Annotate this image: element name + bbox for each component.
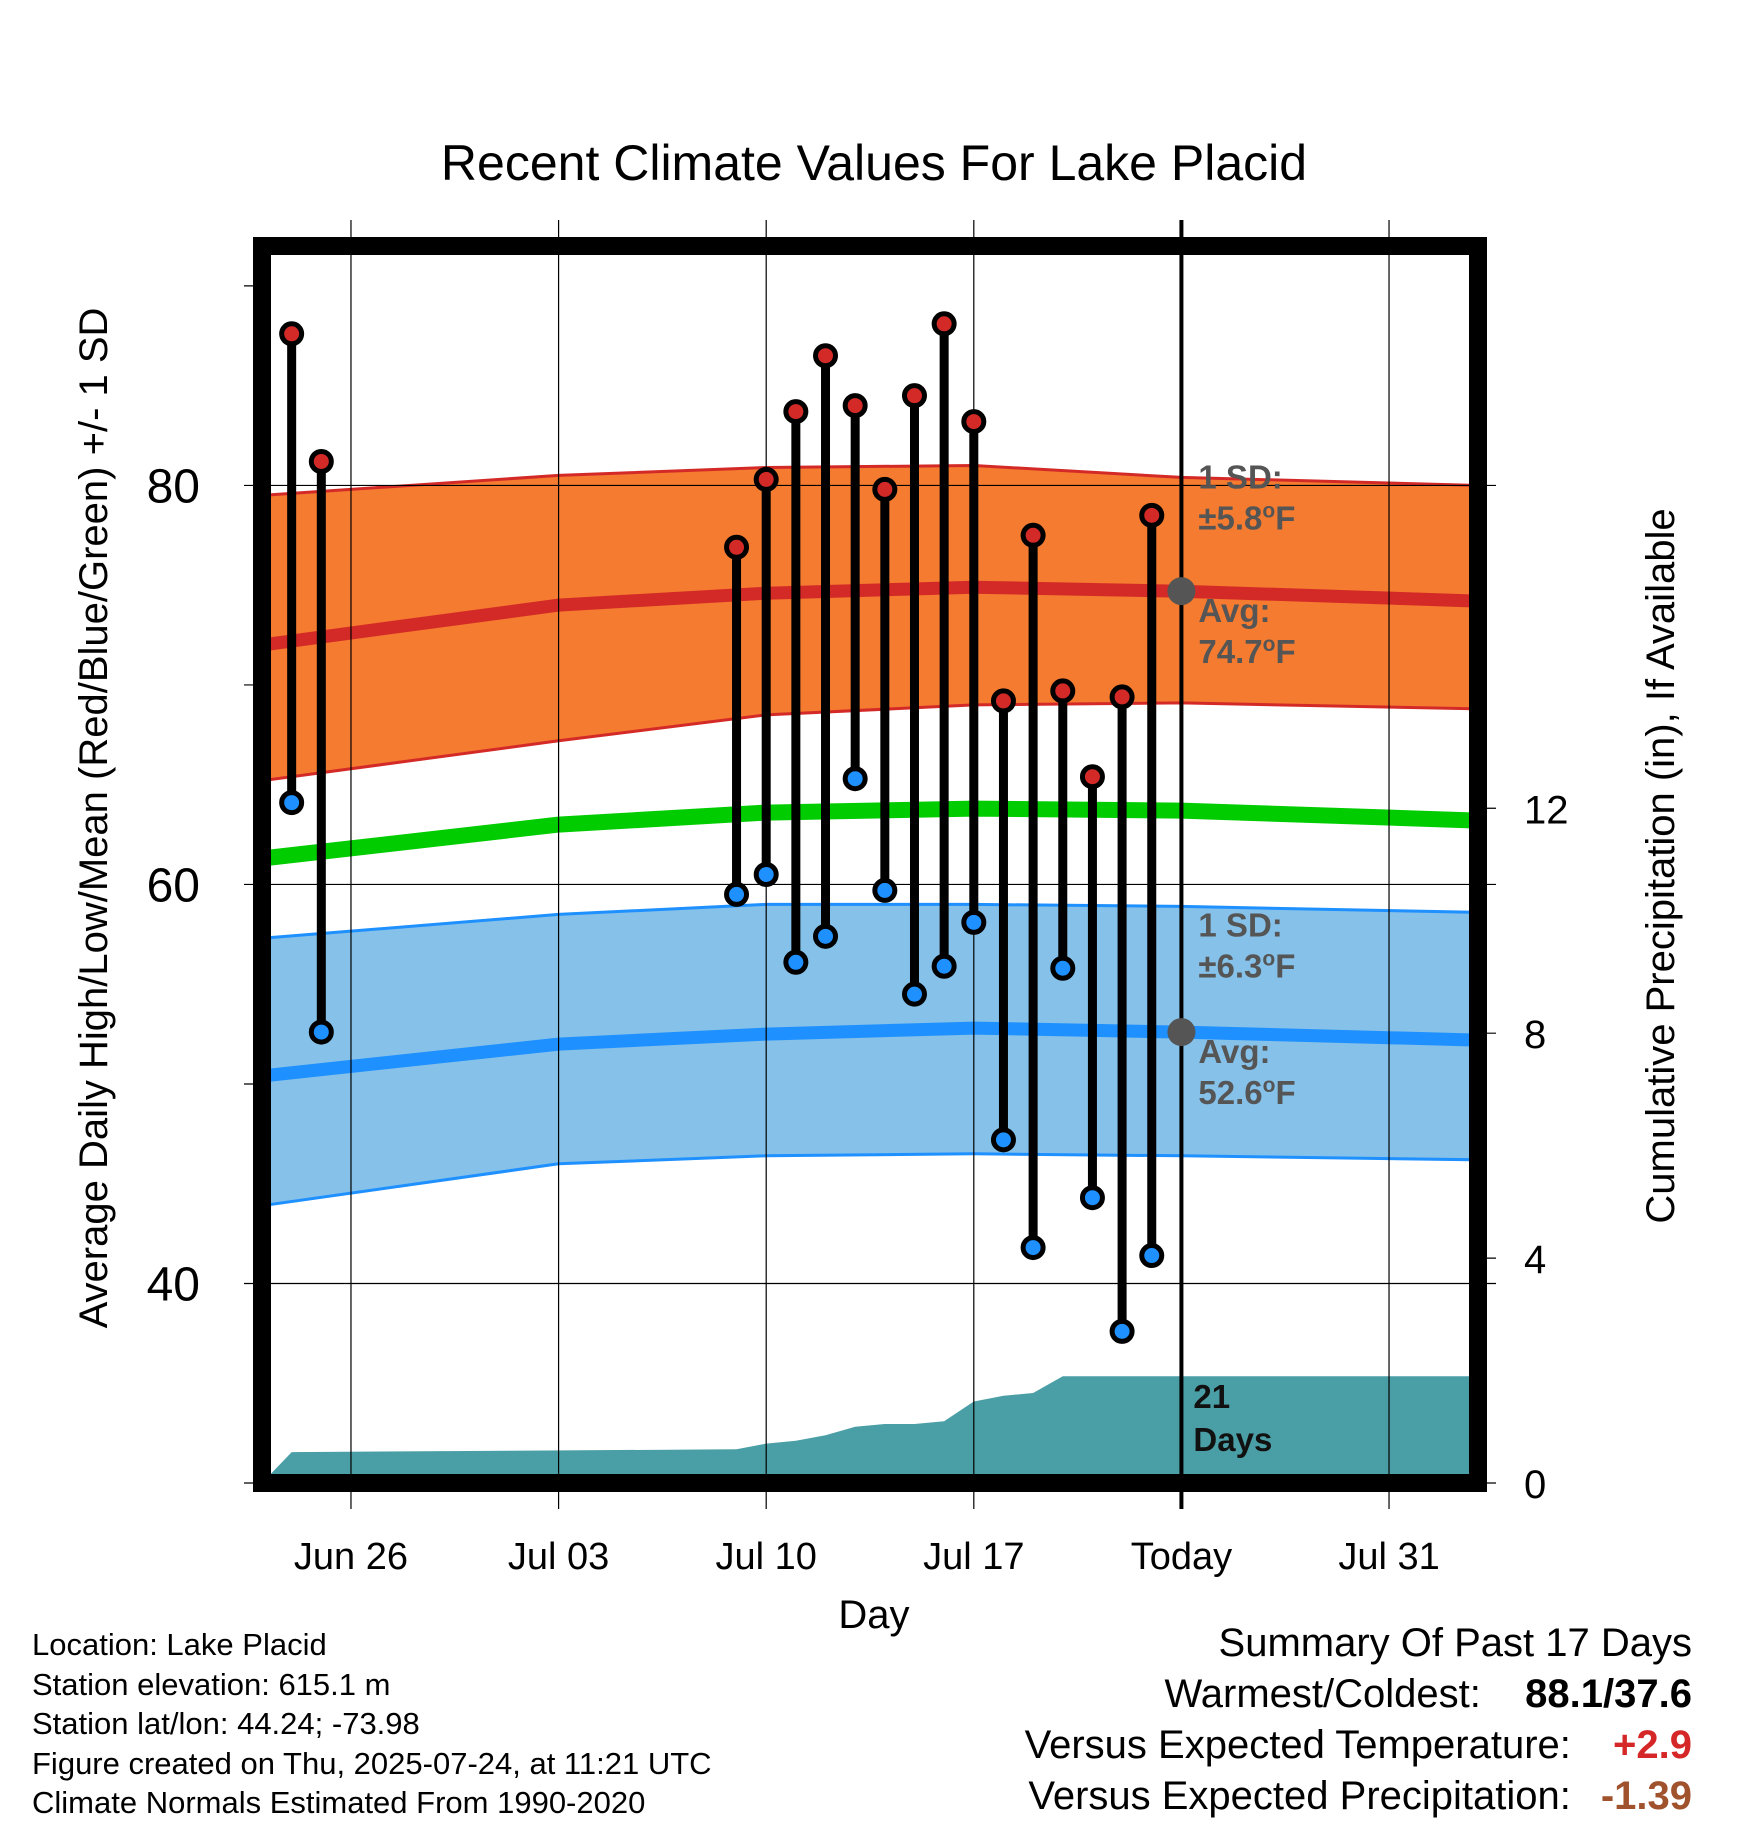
x-tick-label-1: Jul 03 bbox=[508, 1536, 609, 1578]
high-sd-value: ±5.8oF bbox=[1198, 499, 1295, 536]
observed-low-2025-07-13 bbox=[842, 766, 868, 792]
observed-high-2025-07-23 bbox=[1139, 502, 1165, 528]
y2-tick-label-0: 0 bbox=[1524, 1463, 1546, 1507]
observed-high-2025-06-24 bbox=[279, 321, 305, 347]
plot-area: 1 SD: ±5.8oF Avg: 74.7oF 1 SD: ±6.3oF Avg: 52.6… bbox=[147, 220, 1569, 1578]
y2-axis-label: Cumulative Precipitation (in), If Availa… bbox=[1639, 508, 1683, 1223]
observed-high-2025-07-22 bbox=[1109, 684, 1135, 710]
station-info: Location: Lake Placid Station elevation:… bbox=[32, 1625, 712, 1823]
plot-frame bbox=[253, 237, 1487, 1492]
normal-mean-line bbox=[261, 800, 1479, 867]
y2-tick-label-8: 8 bbox=[1524, 1013, 1546, 1057]
plot-background bbox=[262, 246, 1478, 1483]
observed-high-2025-07-16 bbox=[931, 311, 957, 337]
info-normals: Climate Normals Estimated From 1990-2020 bbox=[32, 1785, 646, 1820]
summary-temp-label: Versus Expected Temperature: bbox=[1024, 1723, 1571, 1767]
observed-low-2025-07-12 bbox=[813, 923, 839, 949]
observed-high-2025-07-11 bbox=[783, 399, 809, 425]
observed-low-2025-07-14 bbox=[872, 877, 898, 903]
high-sd-label: 1 SD: bbox=[1198, 458, 1282, 495]
x-tick-label-5: Jul 31 bbox=[1338, 1536, 1439, 1578]
observed-high-2025-07-17 bbox=[961, 409, 987, 435]
x-tick-label-4: Today bbox=[1131, 1536, 1232, 1578]
observed-low-2025-07-21 bbox=[1079, 1185, 1105, 1211]
low-sd-value: ±6.3oF bbox=[1198, 947, 1295, 984]
observed-low-2025-07-09 bbox=[724, 881, 750, 907]
summary-temp-row: Versus Expected Temperature: +2.9 bbox=[1025, 1720, 1692, 1771]
observed-high-2025-07-18 bbox=[990, 688, 1016, 714]
today-high-normal-marker bbox=[1167, 577, 1196, 606]
x-tick-label-3: Jul 17 bbox=[923, 1536, 1024, 1578]
observed-high-2025-07-13 bbox=[842, 393, 868, 419]
observed-low-2025-06-25 bbox=[308, 1019, 334, 1045]
y-tick-label-60: 60 bbox=[147, 859, 200, 912]
observed-high-2025-07-14 bbox=[872, 476, 898, 502]
observed-high-2025-07-12 bbox=[813, 343, 839, 369]
y-tick-label-80: 80 bbox=[147, 460, 200, 513]
normal-low-mean-line bbox=[261, 1021, 1479, 1083]
summary-warmest-row: Warmest/Coldest: 88.1/37.6 bbox=[1025, 1669, 1693, 1720]
days-word: Days bbox=[1193, 1421, 1272, 1458]
info-created: Figure created on Thu, 2025-07-24, at 11… bbox=[32, 1745, 712, 1781]
low-avg-value: 52.6oF bbox=[1198, 1074, 1295, 1111]
observed-low-2025-07-16 bbox=[931, 953, 957, 979]
summary-panel: Summary Of Past 17 Days Warmest/Coldest:… bbox=[1025, 1618, 1692, 1822]
x-tick-label-0: Jun 26 bbox=[294, 1536, 408, 1578]
info-latlon: Station lat/lon: 44.24; -73.98 bbox=[32, 1706, 420, 1741]
observed-low-2025-07-19 bbox=[1020, 1235, 1046, 1261]
observed-high-2025-06-25 bbox=[308, 448, 334, 474]
info-elevation: Station elevation: 615.1 m bbox=[32, 1666, 391, 1702]
today-low-normal-marker bbox=[1167, 1018, 1196, 1047]
chart-title: Recent Climate Values For Lake Placid bbox=[441, 135, 1307, 191]
observed-high-2025-07-19 bbox=[1020, 522, 1046, 548]
observed-high-2025-07-10 bbox=[753, 466, 779, 492]
x-axis-label: Day bbox=[838, 1593, 909, 1637]
summary-warmest-label: Warmest/Coldest: bbox=[1164, 1672, 1481, 1716]
info-location: Location: Lake Placid bbox=[32, 1627, 327, 1662]
observed-low-2025-06-24 bbox=[279, 790, 305, 816]
high-avg-label: Avg: bbox=[1198, 592, 1270, 629]
observed-low-2025-07-11 bbox=[783, 949, 809, 975]
days-number: 21 bbox=[1193, 1378, 1230, 1415]
y2-tick-label-4: 4 bbox=[1524, 1238, 1546, 1282]
y-axis-label: Average Daily High/Low/Mean (Red/Blue/Gr… bbox=[72, 308, 116, 1329]
summary-title: Summary Of Past 17 Days bbox=[1218, 1621, 1692, 1665]
summary-precip-row: Versus Expected Precipitation: -1.39 bbox=[1025, 1771, 1692, 1822]
low-sd-label: 1 SD: bbox=[1198, 906, 1282, 943]
observed-low-2025-07-22 bbox=[1109, 1318, 1135, 1344]
observed-low-2025-07-10 bbox=[753, 861, 779, 887]
x-tick-label-2: Jul 10 bbox=[715, 1536, 816, 1578]
observed-high-2025-07-21 bbox=[1079, 764, 1105, 790]
summary-warmest-value: 88.1/37.6 bbox=[1525, 1672, 1692, 1716]
observed-high-2025-07-09 bbox=[724, 534, 750, 560]
normal-high-mean-line bbox=[261, 580, 1479, 652]
high-avg-value: 74.7oF bbox=[1198, 633, 1295, 670]
observed-high-2025-07-20 bbox=[1050, 678, 1076, 704]
y2-tick-label-12: 12 bbox=[1524, 788, 1569, 832]
observed-low-2025-07-18 bbox=[990, 1127, 1016, 1153]
low-avg-label: Avg: bbox=[1198, 1033, 1270, 1070]
y-tick-label-40: 40 bbox=[147, 1258, 200, 1311]
summary-precip-label: Versus Expected Precipitation: bbox=[1028, 1774, 1571, 1818]
observed-low-2025-07-15 bbox=[901, 981, 927, 1007]
observed-high-2025-07-15 bbox=[901, 383, 927, 409]
summary-precip-value: -1.39 bbox=[1600, 1774, 1692, 1818]
summary-temp-value: +2.9 bbox=[1613, 1723, 1692, 1767]
observed-low-2025-07-23 bbox=[1139, 1243, 1165, 1269]
precip-area bbox=[262, 1376, 1478, 1483]
observed-low-2025-07-20 bbox=[1050, 955, 1076, 981]
observed-low-2025-07-17 bbox=[961, 909, 987, 935]
